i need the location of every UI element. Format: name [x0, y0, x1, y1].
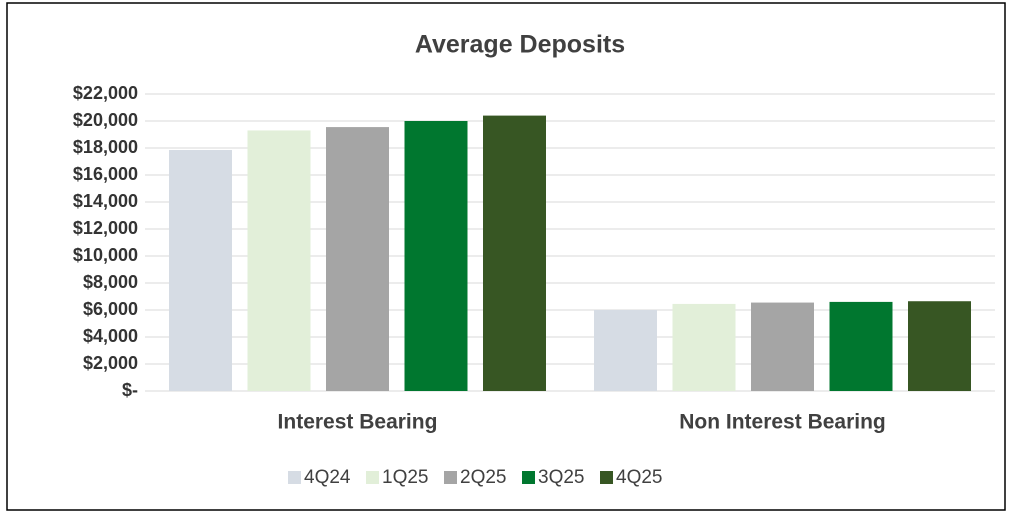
- bar: [247, 130, 311, 391]
- y-tick-label: $-: [122, 380, 138, 400]
- y-tick-label: $10,000: [73, 245, 138, 265]
- legend-label: 3Q25: [538, 467, 584, 488]
- bar: [672, 303, 736, 391]
- legend-swatch: [600, 471, 613, 484]
- legend-swatch: [444, 471, 457, 484]
- x-tick-label: Interest Bearing: [278, 411, 438, 434]
- y-tick-label: $8,000: [83, 272, 138, 292]
- y-tick-label: $20,000: [73, 110, 138, 130]
- legend-label: 2Q25: [460, 467, 506, 488]
- bar: [404, 121, 468, 391]
- bar: [483, 115, 546, 391]
- y-tick-label: $6,000: [83, 299, 138, 319]
- bar: [908, 301, 971, 391]
- bar: [594, 310, 657, 391]
- bar: [829, 301, 893, 391]
- y-tick-label: $22,000: [73, 83, 138, 103]
- bar: [751, 302, 814, 391]
- legend-label: 4Q24: [304, 467, 351, 488]
- legend-swatch: [366, 471, 379, 484]
- y-tick-label: $2,000: [83, 353, 138, 373]
- bar: [326, 127, 389, 391]
- x-tick-label: Non Interest Bearing: [679, 411, 886, 434]
- chart-title: Average Deposits: [415, 31, 625, 59]
- y-tick-label: $12,000: [73, 218, 138, 238]
- bar: [169, 150, 232, 391]
- y-tick-label: $18,000: [73, 137, 138, 157]
- legend-swatch: [288, 471, 301, 484]
- legend-label: 1Q25: [382, 467, 428, 488]
- y-tick-label: $4,000: [83, 326, 138, 346]
- legend-swatch: [522, 471, 535, 484]
- legend-label: 4Q25: [616, 467, 662, 488]
- y-tick-label: $14,000: [73, 191, 138, 211]
- y-tick-label: $16,000: [73, 164, 138, 184]
